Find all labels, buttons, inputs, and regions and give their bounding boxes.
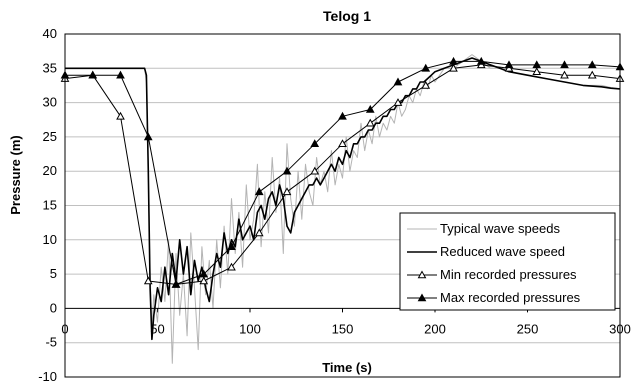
- y-tick-label: 30: [43, 95, 57, 110]
- data-point: [116, 111, 125, 120]
- y-tick-label: 35: [43, 60, 57, 75]
- series-layer: [60, 54, 625, 364]
- legend-label: Max recorded pressures: [440, 290, 581, 305]
- grid-lines: [65, 67, 620, 344]
- y-tick-label: 0: [50, 300, 57, 315]
- data-point: [310, 139, 320, 148]
- data-point: [393, 98, 403, 106]
- y-tick-label: 20: [43, 163, 57, 178]
- data-point: [338, 111, 347, 120]
- x-tick-label: 150: [332, 321, 354, 336]
- data-point: [88, 70, 98, 79]
- data-point: [587, 60, 597, 69]
- y-tick-label: -10: [38, 369, 57, 384]
- series-3: [60, 56, 625, 288]
- legend-label: Reduced wave speed: [440, 244, 565, 259]
- data-point: [449, 56, 458, 65]
- data-point: [365, 118, 375, 127]
- legend-marker: [417, 270, 427, 279]
- y-tick-label: 15: [43, 198, 57, 213]
- y-tick-label: -5: [45, 335, 57, 350]
- data-point: [254, 187, 264, 196]
- data-point: [532, 60, 542, 69]
- series-1: [65, 57, 621, 341]
- data-point: [199, 269, 209, 278]
- data-point: [365, 104, 375, 113]
- data-point: [560, 70, 569, 79]
- data-point: [171, 279, 181, 288]
- data-point: [116, 70, 125, 79]
- data-point: [504, 60, 514, 69]
- data-point: [449, 63, 458, 72]
- data-point: [227, 262, 236, 271]
- data-point: [282, 166, 292, 175]
- data-point: [338, 139, 347, 148]
- chart-title: Telog 1: [323, 8, 371, 24]
- x-tick-label: 50: [150, 321, 164, 336]
- data-point: [532, 67, 542, 76]
- x-axis-title: Time (s): [322, 360, 372, 375]
- data-point: [421, 63, 431, 72]
- y-tick-label: 40: [43, 26, 57, 41]
- series-line: [65, 57, 621, 341]
- plot-frame: [64, 33, 621, 378]
- data-point: [476, 56, 486, 65]
- x-tick-label: 100: [239, 321, 261, 336]
- data-point: [393, 77, 403, 86]
- data-point: [254, 228, 264, 237]
- y-axis-title: Pressure (m): [8, 135, 23, 214]
- data-point: [421, 80, 431, 89]
- y-tick-label: 10: [43, 232, 57, 247]
- y-tick-label: 25: [43, 129, 57, 144]
- data-point: [143, 276, 153, 285]
- legend-marker: [417, 293, 427, 302]
- data-point: [587, 70, 597, 79]
- legend-label: Typical wave speeds: [440, 221, 560, 236]
- x-tick-label: 250: [517, 321, 539, 336]
- legend-label: Min recorded pressures: [440, 267, 577, 282]
- data-point: [227, 242, 236, 250]
- data-point: [199, 276, 209, 285]
- data-point: [282, 187, 292, 196]
- data-point: [310, 166, 320, 175]
- y-tick-label: 5: [50, 266, 57, 281]
- data-point: [143, 132, 153, 141]
- y-tick-labels: -10 -5 0 5 10 15 20 25 30 35 40: [38, 26, 57, 384]
- x-tick-labels: 0 50 100 150 200 250 300: [61, 308, 631, 336]
- legend: Typical wave speeds Reduced wave speed Min…: [399, 212, 616, 311]
- x-tick-label: 200: [424, 321, 446, 336]
- data-point: [560, 60, 569, 69]
